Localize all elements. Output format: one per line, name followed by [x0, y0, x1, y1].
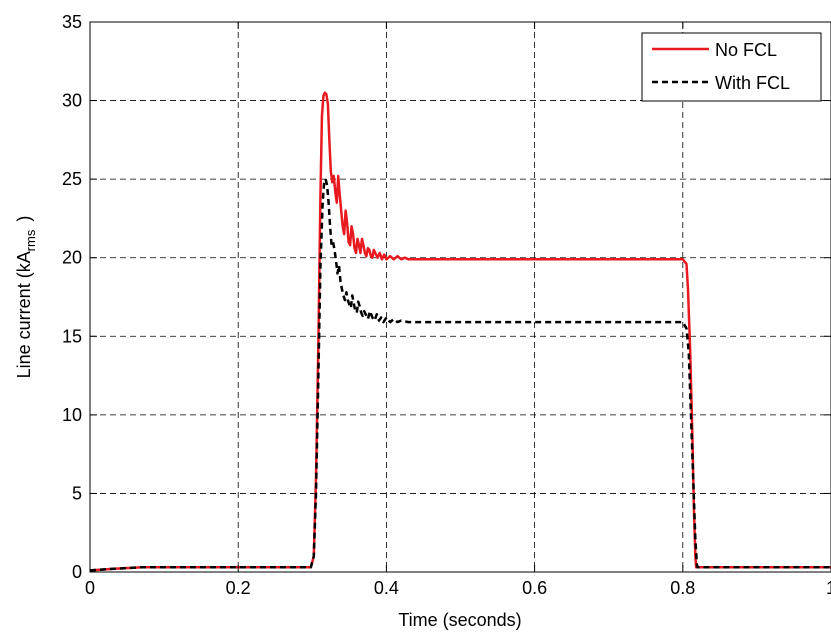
y-axis-label-main: Line current (kA — [14, 251, 34, 378]
legend-label-with-fcl: With FCL — [715, 73, 790, 93]
axis-ticks: 00.20.40.60.8105101520253035 — [62, 12, 831, 598]
x-tick-label: 0.6 — [522, 578, 547, 598]
plot-background — [90, 22, 831, 572]
x-tick-label: 0.8 — [670, 578, 695, 598]
y-tick-label: 0 — [72, 562, 82, 582]
y-tick-label: 25 — [62, 169, 82, 189]
y-tick-label: 20 — [62, 248, 82, 268]
x-tick-label: 0.4 — [374, 578, 399, 598]
legend-box — [641, 32, 822, 102]
x-tick-label: 0.2 — [226, 578, 251, 598]
x-tick-label: 1 — [826, 578, 831, 598]
y-tick-label: 15 — [62, 326, 82, 346]
x-axis-label: Time (seconds) — [398, 610, 521, 630]
plot-frame — [89, 21, 831, 573]
grid-lines — [90, 22, 831, 572]
y-tick-label: 35 — [62, 12, 82, 32]
y-axis-label-close: ) — [14, 216, 34, 222]
legend: No FCL With FCL — [641, 32, 822, 102]
y-tick-label: 5 — [72, 483, 82, 503]
y-axis-label-subscript: rms — [23, 229, 38, 251]
y-tick-label: 30 — [62, 91, 82, 111]
x-tick-label: 0 — [85, 578, 95, 598]
y-axis-label: Line current (kArms) — [14, 216, 38, 379]
y-tick-label: 10 — [62, 405, 82, 425]
series-group — [89, 91, 831, 572]
series-line-no-fcl — [89, 91, 831, 572]
series-line-with-fcl — [89, 177, 831, 572]
legend-label-no-fcl: No FCL — [715, 40, 777, 60]
